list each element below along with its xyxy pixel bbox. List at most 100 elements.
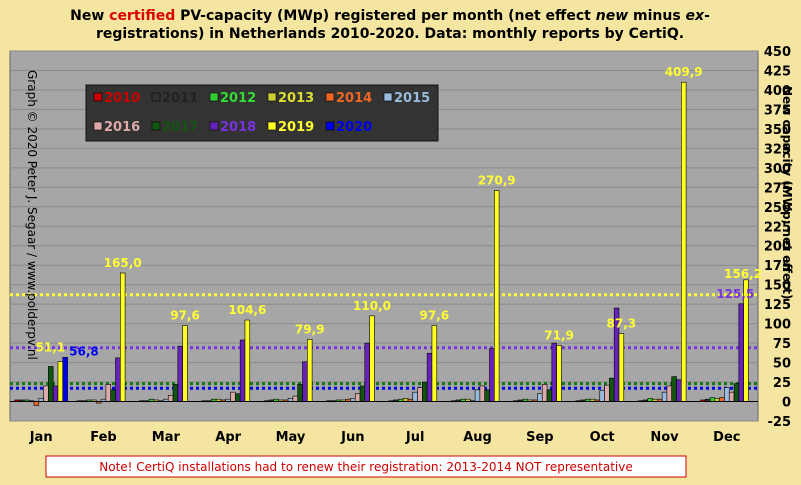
bar-2016-sep <box>541 384 548 402</box>
x-tick-label: Apr <box>215 430 241 445</box>
legend-label-2020: 2020 <box>336 120 372 135</box>
legend-label-2013: 2013 <box>278 91 314 106</box>
data-label: 110,0 <box>353 299 391 313</box>
bar-2018-nov <box>676 379 682 402</box>
legend-label-2018: 2018 <box>220 120 256 135</box>
bar-2012-dec <box>709 397 716 402</box>
bar-2017-oct <box>609 377 615 402</box>
legend-swatch-2017 <box>151 121 161 131</box>
y-tick-label: 150 <box>764 279 791 294</box>
data-label: 409,9 <box>665 65 703 79</box>
legend-swatch-2010 <box>93 92 103 102</box>
bar-2017-nov <box>671 376 677 402</box>
bar-2019-nov <box>680 81 687 402</box>
bar-2016-aug <box>479 385 485 402</box>
y-tick-label: 450 <box>764 45 791 60</box>
legend-label-2017: 2017 <box>162 120 198 135</box>
bar-2015-oct <box>599 390 605 402</box>
legend-swatch-2015 <box>383 92 393 102</box>
y-tick-label: 300 <box>764 162 791 177</box>
bar-2015-nov <box>661 391 668 402</box>
y-tick-label: 225 <box>764 220 791 235</box>
bar-2016-nov <box>666 385 673 402</box>
data-label: 56,8 <box>69 344 99 358</box>
x-tick-label: Oct <box>590 430 615 445</box>
bar-2019-may <box>306 338 313 402</box>
x-tick-label: Nov <box>650 430 679 445</box>
average-lines <box>10 293 758 390</box>
bar-2016-apr <box>230 391 236 402</box>
y-tick-label: -25 <box>768 415 792 430</box>
y-axis-label: New capacity (MWp; net effect) <box>780 86 794 299</box>
legend-label-2014: 2014 <box>336 91 372 106</box>
bar-2019-sep <box>556 345 562 402</box>
bar-2016-jul <box>417 387 423 402</box>
bar-2018-jul <box>426 352 433 402</box>
bar-2019-feb <box>120 272 126 402</box>
bar-2018-jan <box>52 385 59 402</box>
bar-2019-apr <box>244 319 251 402</box>
y-tick-label: 400 <box>764 84 791 99</box>
data-label: 97,6 <box>420 309 450 323</box>
bar-2015-sep <box>537 393 543 402</box>
bar-2016-feb <box>105 384 112 402</box>
bar-2018-sep <box>551 342 557 402</box>
bar-2017-jul <box>422 381 428 402</box>
bar-2016-may <box>292 395 298 402</box>
bar-2015-aug <box>474 389 481 402</box>
y-tick-label: 375 <box>764 103 791 118</box>
y-tick-label: 100 <box>764 318 791 333</box>
bar-2017-aug <box>484 389 490 402</box>
bar-2017-may <box>297 384 303 402</box>
bar-2015-dec <box>724 387 730 402</box>
bar-2017-mar <box>172 384 179 402</box>
y-tick-label: 200 <box>764 240 791 255</box>
data-label: 270,9 <box>478 174 516 188</box>
bar-2017-feb <box>110 389 116 402</box>
bar-2017-dec <box>733 383 740 402</box>
y-tick-label: 325 <box>764 142 791 157</box>
x-tick-label: Mar <box>152 430 181 445</box>
bar-2020-jan <box>62 356 68 402</box>
data-label: 97,6 <box>170 309 200 323</box>
legend-swatch-2018 <box>209 121 219 131</box>
legend-swatch-2014 <box>325 92 335 102</box>
y-tick-label: 250 <box>764 201 791 216</box>
y-tick-label: 125 <box>764 298 791 313</box>
bars-group <box>14 81 749 406</box>
legend-label-2011: 2011 <box>162 91 198 106</box>
legend-swatch-2012 <box>209 92 219 102</box>
y-tick-label: 0 <box>782 396 791 411</box>
legend-swatch-2019 <box>267 121 277 131</box>
x-tick-label: May <box>276 430 306 445</box>
legend-swatch-2020 <box>325 121 335 131</box>
bar-2017-jan <box>48 366 54 402</box>
x-tick-label: Feb <box>90 430 116 445</box>
y-tick-label: 275 <box>764 181 791 196</box>
legend-box <box>85 84 439 142</box>
x-tick-label: Dec <box>713 430 740 445</box>
chart-title-line2: registrations) in Netherlands 2010-2020.… <box>96 26 684 42</box>
bar-2019-jul <box>431 325 438 402</box>
data-label: 165,0 <box>104 256 142 270</box>
data-label: 125,5 <box>716 287 754 301</box>
bar-2017-sep <box>546 389 553 402</box>
chart-title-line1: New certified PV-capacity (MWp) register… <box>70 8 710 24</box>
watermark: Graph © 2020 Peter J. Segaar / www.polde… <box>25 70 39 360</box>
y-tick-label: 350 <box>764 123 791 138</box>
legend-swatch-2016 <box>93 121 103 131</box>
bar-2019-mar <box>182 325 188 402</box>
x-tick-label: Sep <box>526 430 554 445</box>
bar-2019-jun <box>369 315 375 402</box>
bar-2014-jan <box>33 401 40 406</box>
data-label: 79,9 <box>295 322 325 336</box>
bar-2016-dec <box>728 391 735 402</box>
bar-2018-may <box>302 361 308 402</box>
bar-2016-mar <box>167 394 174 402</box>
data-label: 87,3 <box>607 317 637 331</box>
x-tick-label: Jan <box>29 430 53 445</box>
bar-2016-jun <box>354 393 361 402</box>
bar-2017-jun <box>359 385 366 402</box>
